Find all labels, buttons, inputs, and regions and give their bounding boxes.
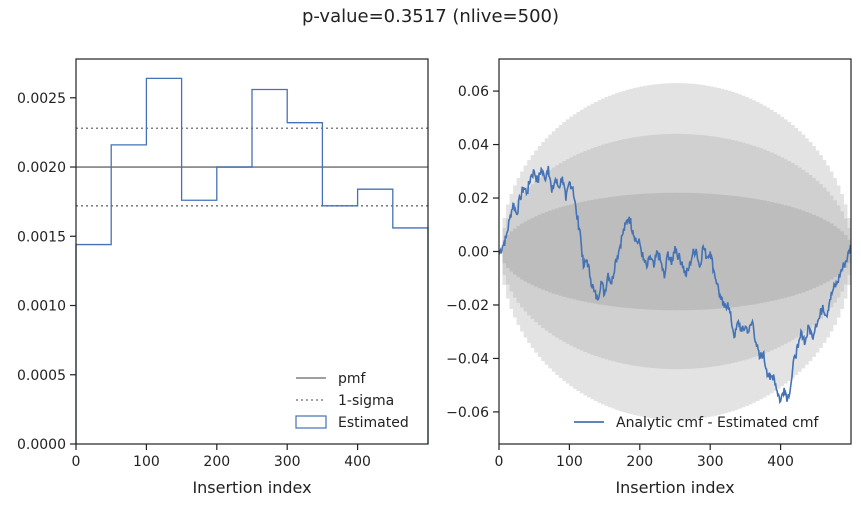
y-tick-label: 0.0020 [17, 160, 66, 176]
x-tick-label: 100 [133, 454, 160, 470]
y-tick-label: −0.06 [446, 405, 489, 421]
y-tick-label: 0.04 [458, 138, 489, 154]
x-tick-label: 400 [767, 454, 794, 470]
y-tick-label: 0.0025 [17, 91, 66, 107]
y-tick-label: 0.0000 [17, 437, 66, 453]
histogram-bar [252, 89, 287, 444]
y-tick-label: 0.00 [458, 245, 489, 261]
right-cmf-panel: 0 100 200 300 400 −0.06 −0.04 −0.02 0.00 0.02 0.04… [446, 58, 852, 497]
y-tick-label: −0.04 [446, 351, 489, 367]
x-axis-label: Insertion index [615, 478, 734, 497]
cmf-difference-line [499, 165, 851, 405]
y-tick-label: 0.0010 [17, 299, 66, 315]
left-histogram-panel: 0 100 200 300 400 0.0000 0.0005 0.0010 0.0015 0.0… [17, 58, 429, 497]
x-tick-label: 0 [495, 454, 504, 470]
x-tick-label: 400 [344, 454, 371, 470]
legend-pmf-label: pmf [338, 371, 367, 387]
y-tick-label: 0.02 [458, 191, 489, 207]
legend-cmf-label: Analytic cmf - Estimated cmf [616, 415, 819, 431]
legend-estimated-label: Estimated [338, 415, 409, 431]
x-tick-label: 200 [626, 454, 653, 470]
estimated-step-outline [75, 77, 429, 444]
x-tick-label: 300 [697, 454, 724, 470]
x-tick-label: 100 [556, 454, 583, 470]
histogram-bar [146, 78, 181, 444]
histogram-bar [287, 123, 322, 444]
x-tick-label: 300 [274, 454, 301, 470]
x-tick-label: 0 [72, 454, 81, 470]
y-tick-label: 0.0005 [17, 368, 66, 384]
y-tick-label: 0.06 [458, 84, 489, 100]
histogram-bar [76, 245, 111, 444]
legend-sigma-label: 1-sigma [338, 393, 394, 409]
y-tick-label: 0.0015 [17, 229, 66, 245]
x-tick-label: 200 [203, 454, 230, 470]
histogram-bar [182, 200, 217, 444]
axes-frame [75, 58, 429, 445]
figure-title: p-value=0.3517 (nlive=500) [301, 6, 559, 27]
histogram-bar [111, 145, 146, 444]
histogram-bar [393, 228, 428, 444]
y-tick-label: −0.02 [446, 298, 489, 314]
histogram-bar [217, 167, 252, 444]
x-axis-label: Insertion index [192, 478, 311, 497]
legend-estimated-swatch [295, 415, 327, 429]
